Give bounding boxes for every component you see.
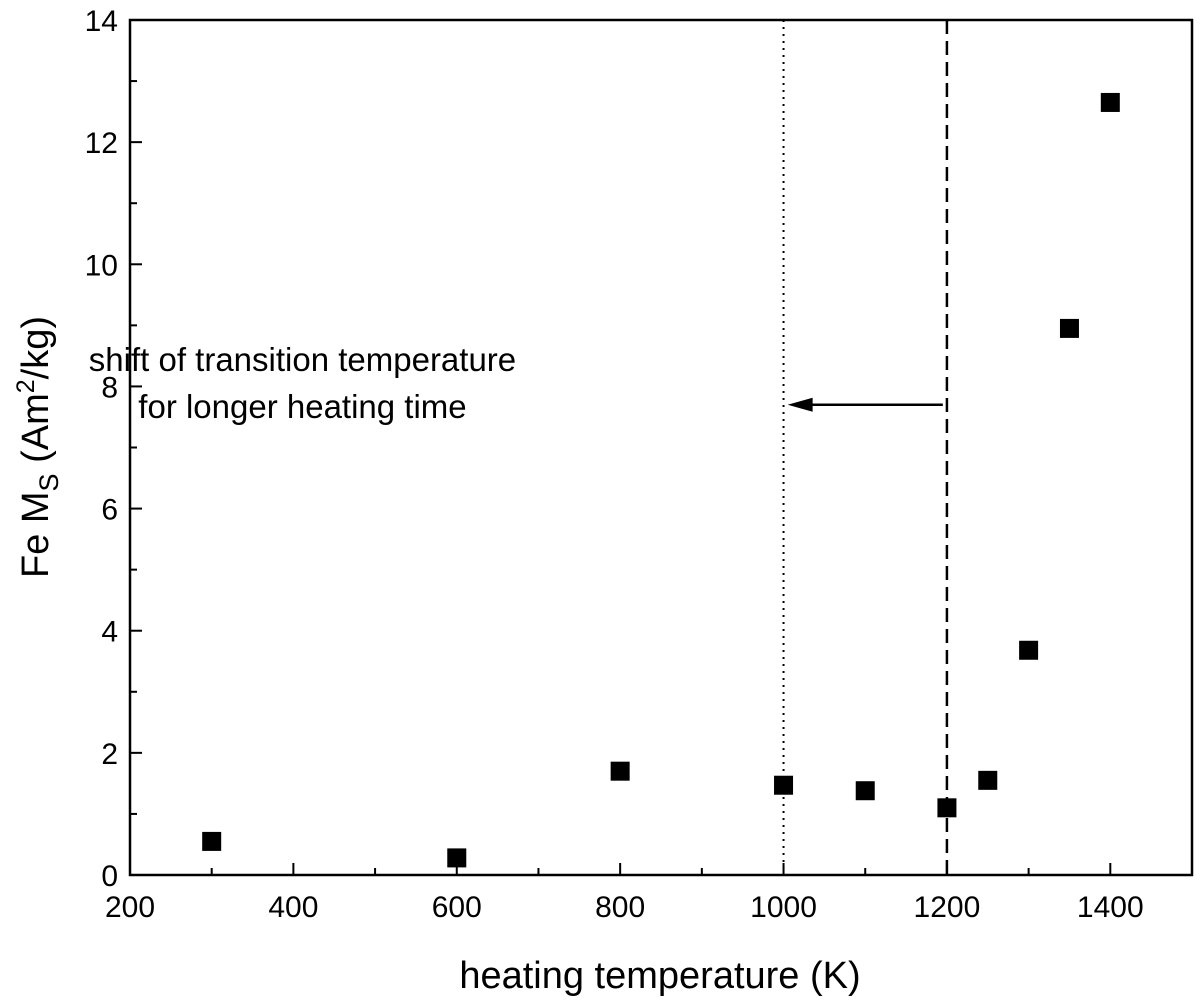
x-tick-label: 400: [268, 891, 318, 924]
annotation-text-line: shift of transition temperature: [89, 341, 516, 378]
data-point: [1019, 640, 1039, 660]
x-tick-label: 800: [595, 891, 645, 924]
data-point: [1100, 92, 1120, 112]
y-axis-title-prefix: Fe M: [15, 491, 57, 578]
x-axis: 200 400 600 800 1000 1200 1400: [105, 863, 1144, 924]
y-axis-title: Fe MS (Am2/kg): [12, 316, 64, 578]
x-tick-label: 600: [432, 891, 482, 924]
y-tick-label: 6: [101, 494, 118, 527]
y-axis: 0 2 4 6 8 10 12 14: [85, 5, 142, 893]
data-point: [855, 781, 875, 801]
x-axis-title: heating temperature (K): [459, 955, 860, 997]
annotation-text-line: for longer heating time: [138, 388, 466, 425]
data-point: [202, 831, 222, 851]
data-point: [1059, 318, 1079, 338]
data-point: [447, 848, 467, 868]
y-axis-title-unit-close: /kg): [15, 316, 57, 379]
y-tick-label: 12: [85, 127, 118, 160]
y-tick-label: 2: [101, 738, 118, 771]
plot-frame: [128, 18, 1194, 877]
y-axis-title-subscript: S: [34, 473, 64, 491]
y-tick-label: 10: [85, 249, 118, 282]
y-axis-title-unit-open: (Am: [15, 393, 57, 473]
y-tick-label: 0: [101, 860, 118, 893]
data-point: [937, 798, 957, 818]
y-tick-label: 4: [101, 616, 118, 649]
y-axis-title-superscript: 2: [12, 379, 40, 393]
reference-lines: [782, 20, 949, 875]
x-tick-label: 1400: [1077, 891, 1144, 924]
x-tick-label: 1000: [750, 891, 817, 924]
data-points: [202, 92, 1120, 868]
data-point: [774, 775, 794, 795]
y-tick-label: 14: [85, 5, 118, 38]
data-point: [610, 761, 630, 781]
data-point: [978, 770, 998, 790]
x-tick-label: 200: [105, 891, 155, 924]
x-tick-label: 1200: [914, 891, 981, 924]
annotation: shift of transition temperature for longe…: [89, 341, 943, 425]
y-tick-label: 8: [101, 371, 118, 404]
arrow-head: [787, 397, 813, 412]
